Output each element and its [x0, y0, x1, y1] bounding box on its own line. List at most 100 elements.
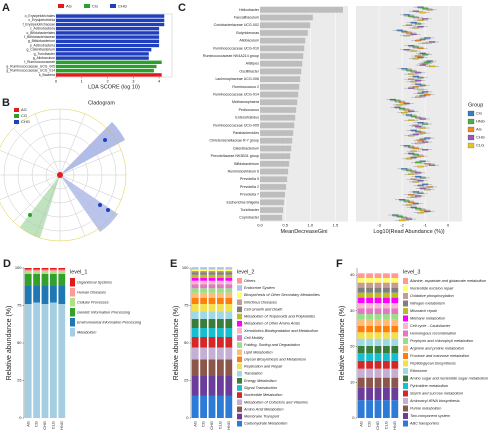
box: [422, 54, 429, 56]
bar: [56, 43, 160, 48]
box: [408, 78, 415, 80]
bar-segment: [191, 376, 199, 396]
bar-segment: [366, 287, 373, 293]
legend-title: level_3: [403, 269, 420, 275]
box: [403, 200, 410, 202]
y-tick-label: 0: [19, 415, 22, 420]
box: [408, 194, 415, 196]
bar: [56, 73, 162, 77]
legend-label: HNG: [476, 119, 485, 124]
bar-segment: [208, 319, 216, 328]
bar: [260, 7, 343, 13]
bar-segment: [24, 304, 32, 418]
bar-segment: [33, 286, 40, 303]
bar-segment: [217, 376, 224, 396]
taxon-label: Allobaculum: [239, 39, 259, 43]
bar-segment: [383, 345, 390, 353]
legend-label: Amino Acid Metabolism: [243, 407, 284, 411]
y-tick-label: 10: [350, 379, 355, 384]
bar: [260, 153, 291, 159]
bar: [260, 199, 285, 206]
bar-segment: [357, 303, 365, 309]
bar-segment: [200, 271, 207, 273]
box: [415, 55, 422, 57]
box: [401, 30, 408, 33]
box: [408, 110, 415, 112]
x-axis-title: Log10(Read Abundance (%)): [373, 229, 444, 235]
bar-segment: [191, 328, 199, 337]
legend-swatch: [237, 342, 242, 348]
taxon-label: Methanosphaera: [232, 100, 259, 104]
bar: [260, 130, 294, 136]
bar: [260, 99, 298, 106]
x-tick-label: CHG: [375, 421, 380, 430]
legend-swatch: [467, 118, 475, 125]
bar-segment: [383, 332, 390, 339]
bar-segment: [357, 287, 365, 293]
taxon-label: Coriobacteriaceae UCG-002: [214, 23, 259, 27]
y-axis-title: Relative abundance (%): [173, 306, 180, 381]
legend-label: Carbohydrate Metabolism: [244, 422, 287, 426]
legend-swatch: [467, 142, 475, 149]
box: [412, 86, 419, 88]
bar-segment: [217, 298, 224, 304]
bar-segment: [33, 268, 40, 270]
bar-segment: [366, 319, 373, 326]
bar-segment: [58, 268, 66, 270]
legend-label: Oxidative phosphorylation: [410, 294, 454, 298]
box: [417, 6, 424, 8]
legend-swatch: [237, 306, 242, 313]
bar-segment: [191, 277, 199, 281]
bar-segment: [357, 325, 365, 333]
bar-segment: [225, 292, 233, 298]
x-axis-title: LDA SCORE (log 10): [88, 84, 140, 90]
bar-label: c_Erysipelotrichia: [28, 18, 55, 22]
legend-label: Metabolism: [77, 330, 96, 334]
bar-segment: [217, 269, 224, 271]
legend-label: CLG: [476, 143, 484, 148]
box: [412, 46, 419, 48]
bar-segment: [225, 269, 233, 271]
legend-label: Ribosome: [410, 369, 427, 373]
bar: [260, 68, 302, 75]
taxon-label: Pediococcus: [239, 108, 260, 112]
box: [415, 83, 422, 85]
legend-label: Translation: [244, 372, 263, 376]
bar: [260, 161, 290, 167]
box: [415, 208, 422, 210]
bar-segment: [225, 376, 233, 396]
box: [403, 102, 410, 105]
bar-segment: [58, 286, 66, 304]
bar-segment: [225, 288, 233, 293]
bar-label: f_Erysipelotrichaceae: [23, 22, 56, 26]
x-tick-label: HNG: [59, 421, 64, 430]
legend-swatch: [403, 315, 408, 322]
bar-segment: [217, 319, 224, 328]
taxon-label: Ruminococcaceae NK4A214 group: [203, 54, 259, 58]
box: [405, 24, 413, 26]
bar-segment: [50, 274, 57, 286]
x-tick-label: 0: [447, 223, 450, 228]
box: [424, 163, 431, 165]
legend-label: Alanine, aspartate and glutamate metabol…: [409, 279, 486, 283]
legend-swatch: [237, 292, 242, 298]
bar-segment: [33, 274, 40, 286]
legend-label: Metabolism of Terpenoids and Polyketides: [244, 315, 315, 319]
legend-swatch: [14, 108, 19, 112]
bar-segment: [217, 395, 224, 418]
bar-segment: [41, 286, 49, 304]
legend-swatch: [403, 308, 408, 314]
box: [408, 146, 415, 148]
bar-label: g_Ruminococcaceae_UCG_005: [6, 64, 55, 68]
bar: [260, 53, 304, 59]
legend-swatch: [403, 405, 408, 412]
legend-swatch: [403, 323, 408, 329]
bar: [56, 31, 160, 35]
bar-segment: [391, 345, 399, 353]
box: [410, 81, 417, 83]
bar-segment: [383, 319, 390, 326]
bar-segment: [383, 387, 390, 401]
bar-segment: [200, 284, 207, 289]
bar-segment: [200, 304, 207, 312]
